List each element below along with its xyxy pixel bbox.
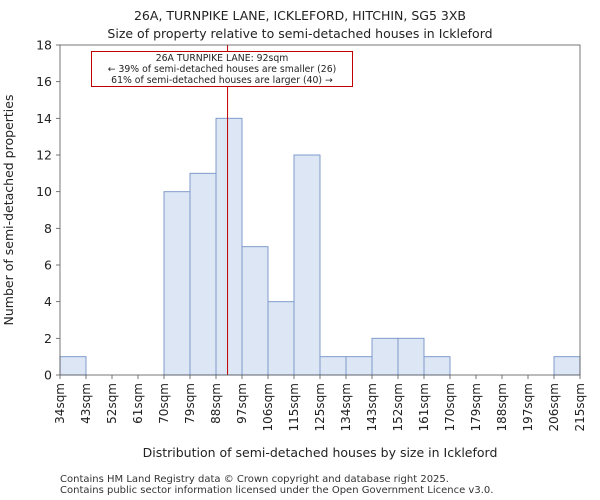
bar-134sqm	[345, 356, 373, 376]
x-tick-label: 106sqm	[261, 383, 275, 431]
bar-206sqm	[553, 356, 581, 376]
x-tick-label: 188sqm	[495, 383, 509, 431]
x-tick-label: 88sqm	[209, 383, 223, 424]
x-tick-label: 115sqm	[287, 383, 301, 431]
x-tick-label: 97sqm	[235, 383, 249, 424]
y-tick-label: 18	[36, 38, 52, 53]
bar-125sqm	[319, 356, 347, 376]
y-tick-label: 8	[44, 221, 52, 236]
x-tick-label: 179sqm	[469, 383, 483, 431]
bar-88sqm	[215, 117, 243, 376]
x-tick-label: 161sqm	[417, 383, 431, 431]
x-tick-label: 170sqm	[443, 383, 457, 431]
chart-title: 26A, TURNPIKE LANE, ICKLEFORD, HITCHIN, …	[133, 8, 466, 23]
y-tick-label: 12	[36, 148, 52, 163]
bar-143sqm	[371, 337, 399, 376]
bar-70sqm	[163, 191, 191, 376]
annotation-line-1: 26A TURNPIKE LANE: 92sqm	[155, 53, 289, 64]
y-tick-label: 6	[44, 258, 52, 273]
footer-licence: Contains public sector information licen…	[60, 485, 494, 496]
y-tick-label: 16	[36, 74, 52, 89]
x-axis-label: Distribution of semi-detached houses by …	[143, 445, 498, 460]
x-tick-label: 215sqm	[573, 383, 587, 431]
y-tick-label: 10	[36, 184, 52, 199]
bar-79sqm	[189, 172, 217, 376]
x-tick-label: 79sqm	[183, 383, 197, 424]
x-tick-label: 125sqm	[313, 383, 327, 431]
bar-97sqm	[241, 246, 269, 376]
y-tick-label: 0	[44, 368, 52, 383]
footer-copyright: Contains HM Land Registry data © Crown c…	[60, 474, 449, 485]
x-tick-label: 206sqm	[547, 383, 561, 431]
bar-106sqm	[267, 301, 295, 376]
bar-152sqm	[397, 337, 425, 376]
chart-subtitle: Size of property relative to semi-detach…	[107, 26, 493, 41]
bar-161sqm	[423, 356, 451, 376]
x-tick-label: 197sqm	[521, 383, 535, 431]
x-tick-label: 43sqm	[79, 383, 93, 424]
x-tick-label: 152sqm	[391, 383, 405, 431]
y-tick-label: 4	[44, 294, 52, 309]
annotation-line-3: 61% of semi-detached houses are larger (…	[111, 75, 333, 86]
y-axis-label: Number of semi-detached properties	[1, 95, 16, 326]
y-tick-label: 2	[44, 331, 52, 346]
bar-115sqm	[293, 154, 321, 376]
chart-area: 0 2 4 6 8 10 12 14 16 18 34sqm 43sqm 52sqm 61sqm 70sqm…	[1, 38, 587, 461]
x-tick-label: 61sqm	[131, 383, 145, 424]
x-tick-label: 34sqm	[53, 383, 67, 424]
x-tick-label: 143sqm	[365, 383, 379, 431]
x-tick-label: 134sqm	[339, 383, 353, 431]
x-tick-label: 70sqm	[157, 383, 171, 424]
property-annotation-box: 26A TURNPIKE LANE: 92sqm ← 39% of semi-d…	[91, 51, 353, 87]
annotation-line-2: ← 39% of semi-detached houses are smalle…	[107, 64, 337, 75]
bar-34sqm	[59, 356, 87, 376]
x-tick-label: 52sqm	[105, 383, 119, 424]
y-tick-label: 14	[36, 111, 52, 126]
